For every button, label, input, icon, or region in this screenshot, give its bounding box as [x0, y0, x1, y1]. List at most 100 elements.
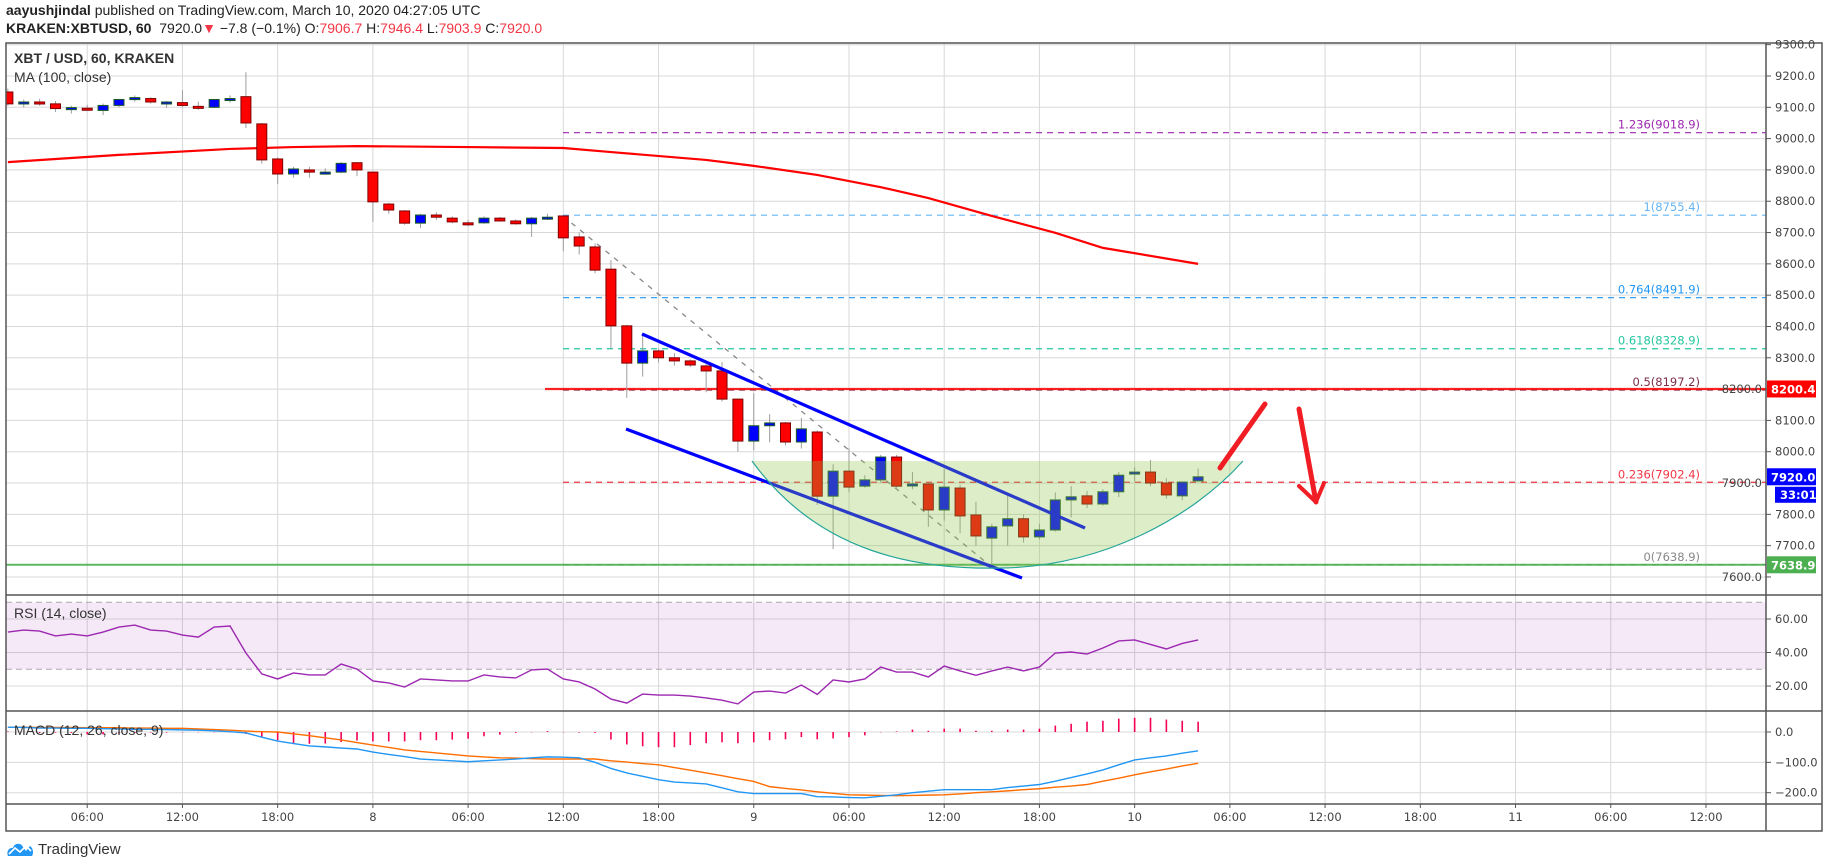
candle[interactable]	[700, 364, 712, 393]
candle[interactable]	[637, 335, 649, 377]
candle[interactable]	[1145, 459, 1157, 487]
price-axis-label: 9200.0	[1775, 69, 1815, 83]
up-arrow-drawing[interactable]	[1217, 401, 1268, 471]
channel-upper-line[interactable]	[641, 332, 1086, 530]
candle[interactable]	[811, 430, 823, 505]
candle[interactable]	[1176, 481, 1188, 501]
candle[interactable]	[605, 260, 617, 349]
candle[interactable]	[399, 210, 411, 225]
candle[interactable]	[224, 95, 236, 103]
candle[interactable]	[557, 215, 569, 252]
candle[interactable]	[1002, 495, 1014, 546]
candle[interactable]	[65, 105, 77, 114]
candle[interactable]	[1129, 467, 1141, 482]
candle[interactable]	[764, 414, 776, 443]
candle[interactable]	[510, 219, 522, 225]
countdown-tag	[1775, 486, 1816, 503]
candle[interactable]	[891, 454, 903, 488]
candle[interactable]	[145, 97, 157, 104]
candle[interactable]	[541, 213, 553, 221]
candle[interactable]	[684, 359, 696, 368]
ma-100-line	[7, 145, 1199, 265]
ma-legend[interactable]: MA (100, close)	[14, 69, 111, 85]
main-pane[interactable]: 1.236(9018.9) 1(8755.4) 0.764(8491.9) 0.618…	[3, 72, 1766, 580]
candle[interactable]	[446, 216, 458, 224]
candle[interactable]	[573, 232, 585, 255]
author-name[interactable]: aayushjindal	[6, 2, 91, 18]
candle[interactable]	[906, 472, 918, 490]
down-arrow-drawing[interactable]	[1296, 406, 1319, 505]
candle[interactable]	[319, 168, 331, 175]
candle[interactable]	[49, 101, 61, 113]
cup-pattern-curve	[751, 460, 1244, 569]
candle[interactable]	[288, 166, 300, 178]
candle-body	[97, 104, 109, 111]
candle[interactable]	[430, 212, 442, 221]
tradingview-logo[interactable]: TradingView	[6, 840, 121, 858]
candle[interactable]	[272, 157, 284, 185]
arrow-head-icon	[1297, 481, 1326, 504]
candle[interactable]	[732, 398, 744, 452]
candle[interactable]	[192, 101, 204, 110]
candle[interactable]	[922, 483, 934, 527]
candle[interactable]	[970, 501, 982, 546]
candle[interactable]	[1160, 478, 1172, 499]
channel-lower-line[interactable]	[625, 427, 1023, 580]
candle[interactable]	[383, 202, 395, 214]
candle[interactable]	[113, 98, 125, 108]
candle[interactable]	[1192, 468, 1204, 482]
candle[interactable]	[1097, 489, 1109, 506]
candle[interactable]	[161, 101, 173, 108]
macd-legend[interactable]: MACD (12, 26, close, 9)	[14, 722, 163, 738]
time-axis-label: 18:00	[642, 810, 675, 824]
candle[interactable]	[1081, 490, 1093, 509]
candle[interactable]	[1113, 472, 1125, 498]
candle[interactable]	[351, 162, 363, 177]
candle[interactable]	[462, 220, 474, 227]
candle[interactable]	[414, 213, 426, 228]
candle[interactable]	[494, 216, 506, 222]
candle[interactable]	[176, 90, 188, 108]
candle[interactable]	[668, 353, 680, 366]
candle[interactable]	[34, 98, 46, 106]
candle[interactable]	[335, 162, 347, 174]
candle-body	[1065, 496, 1077, 501]
time-axis-label: 9	[750, 810, 757, 824]
price-axis-label: 8400.0	[1775, 319, 1815, 333]
candle[interactable]	[589, 243, 601, 274]
candle-body	[319, 171, 331, 175]
candle[interactable]	[795, 417, 807, 449]
rsi-pane[interactable]	[6, 601, 1766, 705]
candle[interactable]	[3, 88, 14, 106]
candle[interactable]	[367, 171, 379, 222]
candle[interactable]	[653, 348, 665, 363]
macd-pane[interactable]	[7, 717, 1199, 799]
candle[interactable]	[780, 421, 791, 446]
cup-pattern-area[interactable]	[752, 461, 1243, 569]
candle[interactable]	[859, 475, 871, 488]
candle[interactable]	[303, 166, 315, 178]
candle-body	[557, 215, 569, 239]
candle[interactable]	[240, 72, 252, 128]
candle[interactable]	[129, 95, 141, 102]
candle[interactable]	[208, 98, 220, 108]
candle[interactable]	[843, 447, 855, 493]
candle[interactable]	[748, 393, 760, 451]
candle[interactable]	[1018, 514, 1030, 543]
candle[interactable]	[97, 103, 109, 116]
candle[interactable]	[875, 454, 887, 484]
candle[interactable]	[954, 484, 966, 534]
candle[interactable]	[1065, 486, 1077, 518]
candle[interactable]	[526, 216, 538, 237]
candle[interactable]	[621, 324, 633, 398]
candle[interactable]	[478, 216, 490, 224]
candle-body	[827, 470, 839, 497]
candle[interactable]	[986, 523, 998, 565]
candle[interactable]	[1033, 523, 1045, 540]
candle[interactable]	[938, 468, 950, 521]
rsi-legend[interactable]: RSI (14, close)	[14, 605, 107, 621]
candle[interactable]	[81, 104, 93, 112]
candle[interactable]	[256, 122, 268, 164]
candle[interactable]	[18, 99, 30, 108]
